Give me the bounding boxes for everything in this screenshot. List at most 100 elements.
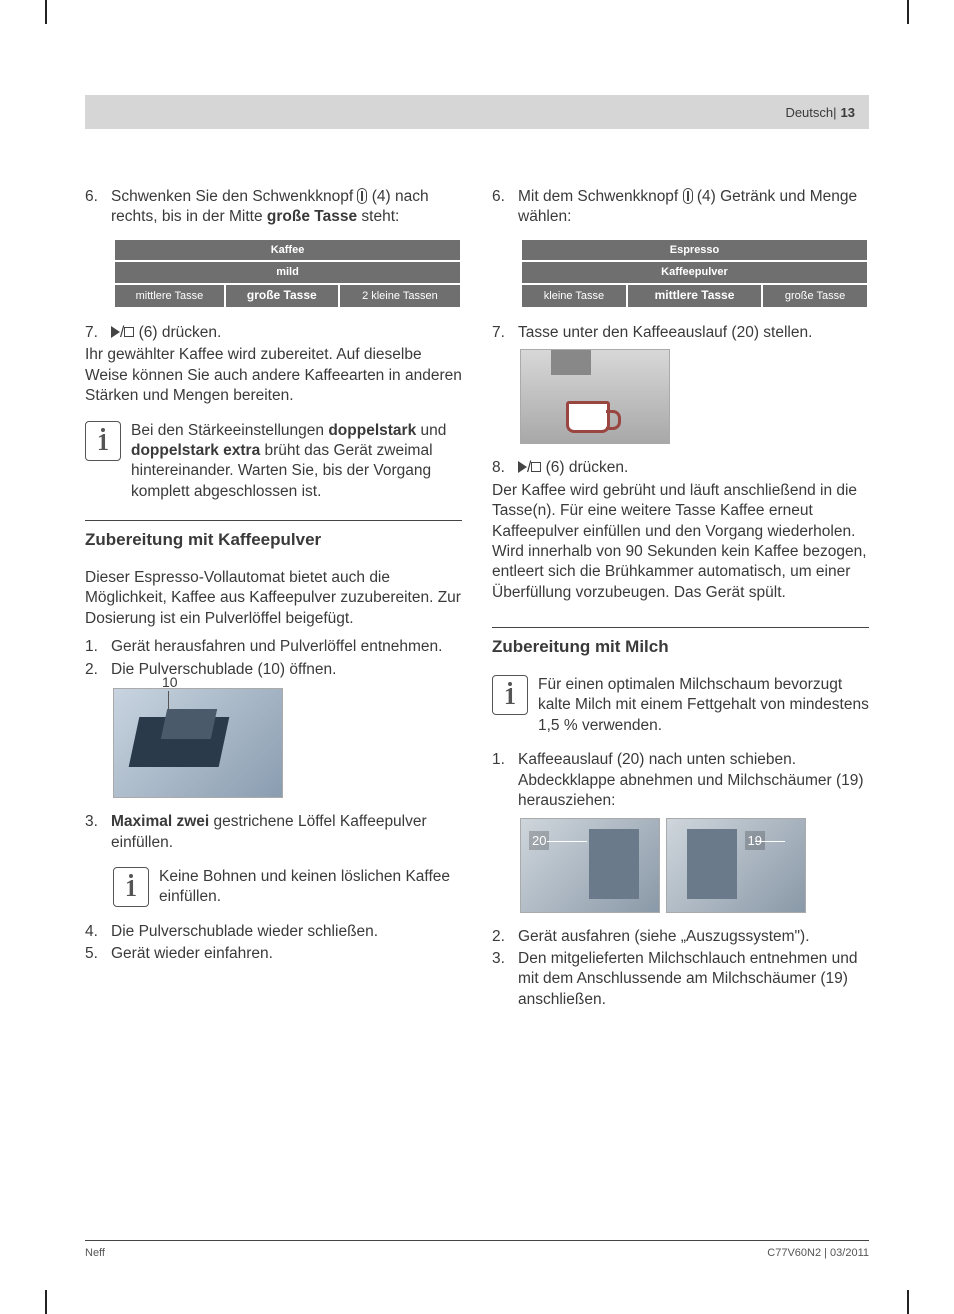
- left-column: 6. Schwenken Sie den Schwenkknopf (4) na…: [85, 187, 462, 1012]
- info-text: Keine Bohnen und keinen löslichen Kaffee…: [159, 867, 462, 908]
- footer-left: Neff: [85, 1247, 105, 1259]
- step-5: 5.Gerät wieder einfahren.: [85, 944, 462, 964]
- display-table-1: Kaffee mild mittlere Tasse große Tasse 2…: [113, 238, 462, 309]
- t: (6) drücken.: [541, 459, 628, 476]
- display-table-2: Espresso Kaffeepulver kleine Tasse mittl…: [520, 238, 869, 309]
- num: 7.: [492, 323, 518, 343]
- num: 7.: [85, 323, 111, 343]
- cell: Kaffee: [114, 239, 461, 262]
- body: / (6) drücken.: [111, 323, 462, 343]
- t: steht:: [357, 208, 399, 225]
- info-text: Für einen optimalen Milchschaum bevorzug…: [538, 675, 869, 736]
- cell: mittlere Tasse: [627, 284, 762, 308]
- cell: kleine Tasse: [521, 284, 627, 308]
- step-4: 4.Die Pulverschublade wieder schließen.: [85, 922, 462, 942]
- step-1: 1.Kaffeeauslauf (20) nach unten schieben…: [492, 750, 869, 811]
- step-6: 6. Schwenken Sie den Schwenkknopf (4) na…: [85, 187, 462, 228]
- body: Die Pulverschublade wieder schließen.: [111, 922, 462, 942]
- info-icon: 1: [113, 867, 149, 907]
- columns: 6. Schwenken Sie den Schwenkknopf (4) na…: [85, 187, 869, 1012]
- num: 5.: [85, 944, 111, 964]
- cell: große Tasse: [225, 284, 339, 308]
- step-7: 7. / (6) drücken.: [85, 323, 462, 343]
- illustration-19: 19: [666, 818, 806, 913]
- body: Gerät wieder einfahren.: [111, 944, 462, 964]
- t: Schwenken Sie den Schwenkknopf: [111, 188, 357, 205]
- cell: mittlere Tasse: [114, 284, 225, 308]
- info-box-3: 1 Für einen optimalen Milchschaum bevorz…: [492, 675, 869, 736]
- fig-label: 10: [162, 673, 178, 691]
- stop-icon: [531, 462, 541, 472]
- cell: Kaffeepulver: [521, 261, 868, 284]
- paragraph: Ihr gewählter Kaffee wird zubereitet. Au…: [85, 345, 462, 406]
- step-2: 2.Die Pulverschublade (10) öffnen.: [85, 660, 462, 680]
- info-icon: 1: [85, 421, 121, 461]
- num: 3.: [85, 812, 111, 853]
- step-3: 3.Maximal zwei gestrichene Löffel Kaffee…: [85, 812, 462, 853]
- step-7: 7.Tasse unter den Kaffeeauslauf (20) ste…: [492, 323, 869, 343]
- header-lang: Deutsch: [785, 105, 833, 120]
- num: 2.: [492, 927, 518, 947]
- num: 4.: [85, 922, 111, 942]
- t: Bei den Stärkeeinstellungen: [131, 422, 328, 439]
- info-icon: 1: [492, 675, 528, 715]
- paragraph: Dieser Espresso-Vollautomat bietet auch …: [85, 568, 462, 629]
- heading-kaffeepulver: Zubereitung mit Kaffeepulver: [85, 529, 462, 551]
- b: Maximal zwei: [111, 813, 209, 830]
- info-text: Bei den Stärkeeinstellungen doppelstark …: [131, 421, 462, 503]
- play-icon: [111, 326, 120, 338]
- cell: große Tasse: [762, 284, 868, 308]
- header-page: 13: [841, 105, 855, 120]
- t: (6) drücken.: [134, 324, 221, 341]
- stop-icon: [124, 327, 134, 337]
- num: 8.: [492, 458, 518, 478]
- step-1: 1.Gerät herausfahren und Pulverlöffel en…: [85, 637, 462, 657]
- footer-right: C77V60N2 | 03/2011: [767, 1247, 869, 1259]
- b: große Tasse: [267, 208, 357, 225]
- body: Den mitgelieferten Milchschlauch entnehm…: [518, 949, 869, 1010]
- header-bar: Deutsch | 13: [85, 95, 869, 129]
- num: 1.: [85, 637, 111, 657]
- num: 3.: [492, 949, 518, 1010]
- step-2: 2.Gerät ausfahren (siehe „Auszugssystem"…: [492, 927, 869, 947]
- knob-icon: [357, 188, 367, 204]
- t: Mit dem Schwenkknopf: [518, 188, 683, 205]
- b: doppelstark extra: [131, 442, 260, 459]
- body: Gerät herausfahren und Pulverlöffel entn…: [111, 637, 462, 657]
- divider: [85, 520, 462, 521]
- body: Gerät ausfahren (siehe „Auszugssystem").: [518, 927, 869, 947]
- page: Deutsch | 13 6. Schwenken Sie den Schwen…: [85, 95, 869, 1259]
- cell: Espresso: [521, 239, 868, 262]
- play-icon: [518, 461, 527, 473]
- body: Tasse unter den Kaffeeauslauf (20) stell…: [518, 323, 869, 343]
- num: 1.: [492, 750, 518, 811]
- t: und: [416, 422, 446, 439]
- step-6: 6. Mit dem Schwenkknopf (4) Getränk und …: [492, 187, 869, 228]
- body: Kaffeeauslauf (20) nach unten schieben. …: [518, 750, 869, 811]
- header-sep: |: [833, 105, 836, 120]
- num: 6.: [492, 187, 518, 228]
- paragraph: Der Kaffee wird gebrüht und läuft anschl…: [492, 481, 869, 604]
- step-3: 3.Den mitgelieferten Milchschlauch entne…: [492, 949, 869, 1010]
- cell: mild: [114, 261, 461, 284]
- num: 6.: [85, 187, 111, 228]
- right-column: 6. Mit dem Schwenkknopf (4) Getränk und …: [492, 187, 869, 1012]
- body: Mit dem Schwenkknopf (4) Getränk und Men…: [518, 187, 869, 228]
- footer: Neff C77V60N2 | 03/2011: [85, 1240, 869, 1259]
- info-box-2: 1 Keine Bohnen und keinen löslichen Kaff…: [113, 867, 462, 908]
- illustration-row: 20 19: [520, 818, 869, 913]
- b: doppelstark: [328, 422, 416, 439]
- knob-icon: [683, 188, 693, 204]
- body: Maximal zwei gestrichene Löffel Kaffeepu…: [111, 812, 462, 853]
- illustration-drawer: 10: [113, 688, 283, 798]
- illustration-cup: [520, 349, 670, 444]
- step-8: 8./ (6) drücken.: [492, 458, 869, 478]
- info-box-1: 1 Bei den Stärkeeinstellungen doppelstar…: [85, 421, 462, 503]
- heading-milch: Zubereitung mit Milch: [492, 636, 869, 658]
- body: / (6) drücken.: [518, 458, 869, 478]
- illustration-20: 20: [520, 818, 660, 913]
- divider: [492, 627, 869, 628]
- cell: 2 kleine Tassen: [339, 284, 461, 308]
- body: Schwenken Sie den Schwenkknopf (4) nach …: [111, 187, 462, 228]
- num: 2.: [85, 660, 111, 680]
